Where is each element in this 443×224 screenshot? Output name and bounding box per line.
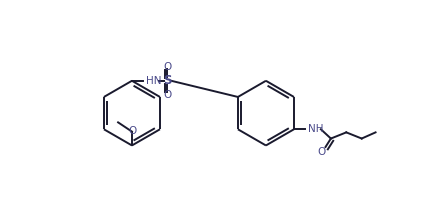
Text: HN: HN (146, 76, 161, 86)
Text: O: O (163, 62, 171, 72)
Text: O: O (163, 90, 171, 100)
Text: O: O (128, 126, 137, 136)
Text: NH: NH (308, 124, 323, 134)
Text: S: S (163, 74, 171, 87)
Text: O: O (318, 147, 326, 157)
